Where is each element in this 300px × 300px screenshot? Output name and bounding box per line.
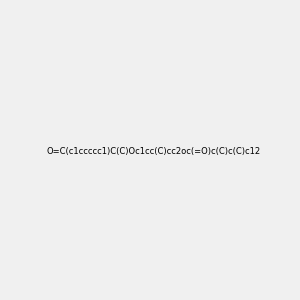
- Text: O=C(c1ccccc1)C(C)Oc1cc(C)cc2oc(=O)c(C)c(C)c12: O=C(c1ccccc1)C(C)Oc1cc(C)cc2oc(=O)c(C)c(…: [47, 147, 261, 156]
